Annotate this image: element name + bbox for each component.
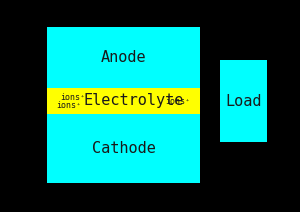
Text: Load: Load	[225, 93, 262, 109]
Text: Electrolyte: Electrolyte	[83, 93, 184, 109]
Bar	[47, 88, 200, 114]
Text: ions⁺: ions⁺	[166, 96, 190, 106]
Text: Cathode: Cathode	[92, 141, 155, 156]
Text: ions⁺: ions⁺	[56, 102, 82, 110]
Bar	[47, 27, 200, 183]
Text: Anode: Anode	[101, 50, 146, 65]
Bar	[220, 60, 267, 142]
Text: ions⁺: ions⁺	[61, 92, 85, 102]
